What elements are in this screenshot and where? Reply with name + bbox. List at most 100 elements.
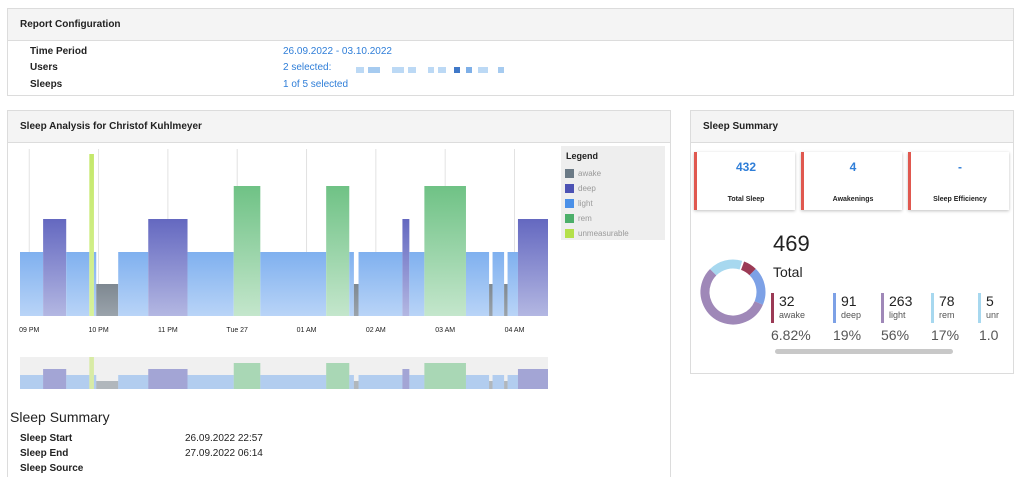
time-period-value[interactable]: 26.09.2022 - 03.10.2022: [283, 46, 392, 57]
report-configuration-title: Report Configuration: [8, 9, 1013, 41]
users-label: Users: [30, 62, 58, 73]
x-tick-label: 09 PM: [19, 327, 39, 334]
sleep-efficiency-card[interactable]: - Sleep Efficiency: [908, 152, 1009, 210]
sleep-efficiency-label: Sleep Efficiency: [933, 196, 987, 203]
navigator-bar-rem: [233, 363, 261, 389]
navigator-bar-unmeasurable: [89, 357, 94, 389]
stage-bar-light[interactable]: [507, 252, 518, 316]
x-tick-label: 03 AM: [435, 327, 455, 334]
sleep-source-label: Sleep Source: [20, 463, 84, 474]
stage-bar-light[interactable]: [358, 252, 403, 316]
legend-item-unmeasurable[interactable]: unmeasurable: [565, 229, 629, 238]
navigator-bar-light: [260, 375, 327, 389]
x-tick-label: 11 PM: [158, 327, 178, 334]
pct-unmeasurable: 1.0: [979, 327, 999, 343]
navigator-bar-light: [492, 375, 505, 389]
report-configuration-panel: Report Configuration Time Period 26.09.2…: [7, 8, 1014, 96]
x-tick-label: 04 AM: [505, 327, 525, 334]
sleep-start-label: Sleep Start: [20, 433, 73, 444]
legend-title: Legend: [566, 151, 599, 161]
stage-bar-light[interactable]: [492, 252, 505, 316]
legend-item-light[interactable]: light: [565, 199, 593, 208]
stage-bar-awake[interactable]: [96, 284, 119, 316]
legend-box: [561, 146, 665, 240]
legend-item-awake[interactable]: awake: [565, 169, 601, 178]
stage-bar-awake[interactable]: [489, 284, 493, 316]
legend-item-rem[interactable]: rem: [565, 214, 592, 223]
stage-bar-light[interactable]: [349, 252, 354, 316]
navigator-bar-rem: [326, 363, 350, 389]
stage-bar-unmeasurable[interactable]: [89, 154, 94, 316]
stage-bar-awake[interactable]: [504, 284, 508, 316]
sleeps-value[interactable]: 1 of 5 selected: [283, 79, 349, 90]
total-sleep-value: 432: [735, 160, 757, 174]
stage-bar-rem[interactable]: [326, 186, 350, 316]
users-value[interactable]: 2 selected:: [283, 62, 332, 73]
stage-bar-deep[interactable]: [517, 219, 548, 316]
total-minutes-label: Total: [773, 264, 803, 280]
stage-bar-light[interactable]: [409, 252, 425, 316]
sleep-analysis-panel: Sleep Analysis for Christof Kuhlmeyer 09…: [7, 110, 671, 477]
navigator-bar-light: [358, 375, 403, 389]
awakenings-label: Awakenings: [832, 196, 874, 203]
stage-bar-deep[interactable]: [148, 219, 188, 316]
stage-bar-awake[interactable]: [353, 284, 359, 316]
pct-rem: 17%: [931, 327, 960, 343]
navigator-bar-deep: [43, 369, 67, 389]
x-tick-label: 02 AM: [366, 327, 386, 334]
total-minutes-value: 469: [773, 231, 810, 256]
chart-navigator[interactable]: [8, 357, 556, 393]
stage-bar-light[interactable]: [187, 252, 234, 316]
navigator-bar-light: [118, 375, 149, 389]
sleep-stage-chart[interactable]: 09 PM 10 PM 11 PM Tue 27 01 AM 02 AM 03 AM 04 A…: [8, 144, 556, 344]
navigator-bar-light: [93, 375, 97, 389]
stat-rem: 78 rem: [931, 293, 955, 323]
pct-awake: 6.82%: [771, 327, 811, 343]
stage-bar-light[interactable]: [465, 252, 490, 316]
navigator-bar-light: [187, 375, 234, 389]
x-tick-label: 01 AM: [297, 327, 317, 334]
navigator-bar-light: [507, 375, 518, 389]
stat-unmeasurable: 5 unr: [978, 293, 999, 323]
time-period-label: Time Period: [30, 46, 88, 57]
stage-bar-rem[interactable]: [233, 186, 261, 316]
navigator-bar-light: [20, 375, 44, 389]
navigator-bar-light: [409, 375, 425, 389]
awakenings-card[interactable]: 4 Awakenings: [801, 152, 902, 210]
stage-bar-rem[interactable]: [424, 186, 466, 316]
stat-deep: 91 deep: [833, 293, 861, 323]
x-tick-label: Tue 27: [226, 327, 248, 334]
stage-bar-light[interactable]: [260, 252, 327, 316]
x-tick-label: 10 PM: [88, 327, 108, 334]
stats-scrollbar[interactable]: [775, 349, 953, 354]
navigator-bar-awake: [504, 381, 508, 389]
sleep-summary-heading: Sleep Summary: [10, 409, 110, 425]
navigator-bar-awake: [489, 381, 493, 389]
sleep-summary-title: Sleep Summary: [691, 111, 1013, 143]
navigator-bar-light: [66, 375, 90, 389]
stage-bar-deep[interactable]: [402, 219, 410, 316]
navigator-bar-deep: [517, 369, 548, 389]
donut-slice-deep[interactable]: [697, 256, 769, 328]
donut-slice-light[interactable]: [697, 256, 769, 328]
stage-bar-light[interactable]: [20, 252, 44, 316]
stage-bar-light[interactable]: [118, 252, 149, 316]
stage-stats-strip[interactable]: 32 awake 6.82% 91 deep 19% 263 light 56% 78…: [771, 291, 1011, 361]
navigator-bar-deep: [148, 369, 188, 389]
sleeps-label: Sleeps: [30, 79, 63, 90]
total-sleep-card[interactable]: 432 Total Sleep: [694, 152, 795, 210]
legend-item-deep[interactable]: deep: [565, 184, 596, 193]
stage-bar-light[interactable]: [93, 252, 97, 316]
sleep-analysis-title: Sleep Analysis for Christof Kuhlmeyer: [8, 111, 670, 143]
pct-deep: 19%: [833, 327, 862, 343]
navigator-bar-light: [465, 375, 490, 389]
sleep-composition-donut[interactable]: [697, 256, 769, 328]
sleep-end-value: 27.09.2022 06:14: [185, 448, 263, 459]
total-sleep-label: Total Sleep: [727, 196, 765, 203]
sleep-summary-panel: Sleep Summary 432 Total Sleep 4 Awakenin…: [690, 110, 1014, 374]
sleep-end-label: Sleep End: [20, 448, 69, 459]
stage-bar-light[interactable]: [66, 252, 90, 316]
stage-bar-deep[interactable]: [43, 219, 67, 316]
navigator-bar-light: [349, 375, 354, 389]
stat-light: 263 light: [881, 293, 912, 323]
